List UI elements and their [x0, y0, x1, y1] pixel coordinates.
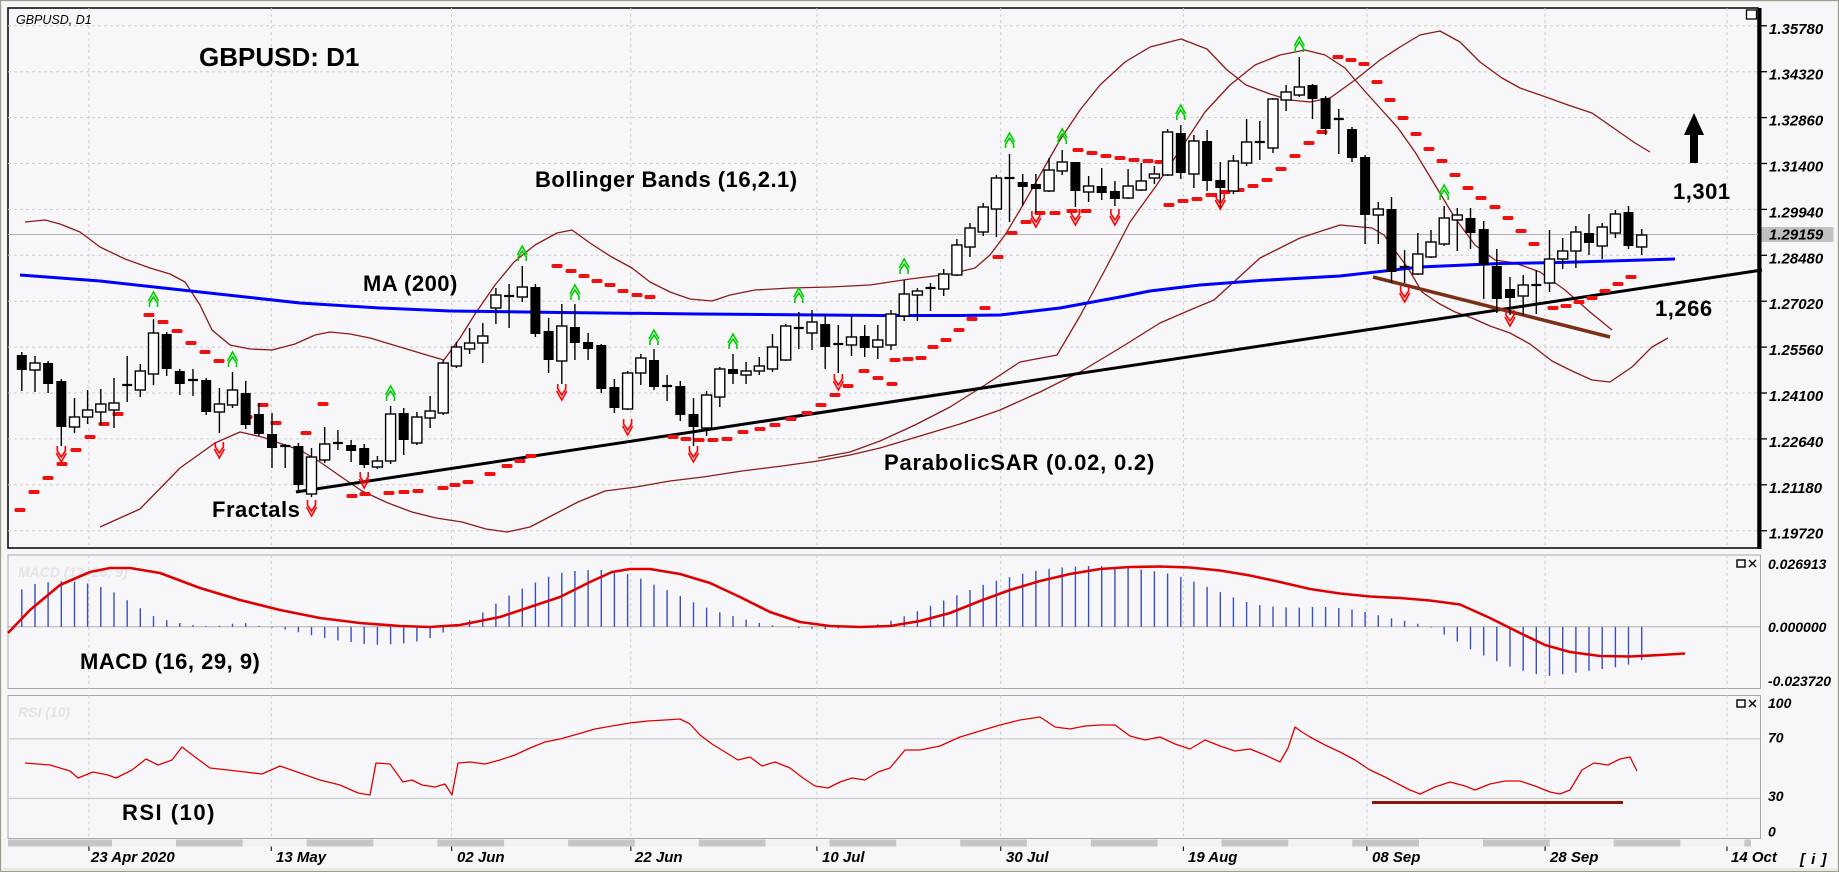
svg-text:23 Apr 2020: 23 Apr 2020 — [90, 849, 175, 866]
svg-text:1.24100: 1.24100 — [1769, 388, 1824, 405]
svg-text:ParabolicSAR (0.02, 0.2): ParabolicSAR (0.02, 0.2) — [884, 450, 1155, 475]
svg-text:1.35780: 1.35780 — [1769, 21, 1824, 38]
svg-text:08 Sep: 08 Sep — [1372, 849, 1420, 866]
svg-text:Fractals: Fractals — [212, 497, 300, 522]
svg-text:1.28480: 1.28480 — [1769, 250, 1824, 267]
svg-text:0.000000: 0.000000 — [1768, 619, 1827, 635]
svg-text:30 Jul: 30 Jul — [1006, 849, 1049, 866]
svg-text:[ i ]: [ i ] — [1799, 851, 1828, 868]
svg-text:0: 0 — [1768, 824, 1776, 840]
svg-text:1,301: 1,301 — [1673, 179, 1731, 204]
svg-text:RSI (10): RSI (10) — [18, 704, 70, 720]
svg-text:1.22640: 1.22640 — [1769, 434, 1824, 451]
svg-text:RSI (10): RSI (10) — [122, 800, 216, 825]
svg-text:1.34320: 1.34320 — [1769, 67, 1824, 84]
svg-text:GBPUSD: D1: GBPUSD: D1 — [199, 42, 359, 72]
svg-text:1.31400: 1.31400 — [1769, 159, 1824, 176]
svg-text:14 Oct: 14 Oct — [1731, 849, 1778, 866]
svg-text:13 May: 13 May — [276, 849, 327, 866]
svg-text:1.25560: 1.25560 — [1769, 342, 1824, 359]
svg-text:1.29159: 1.29159 — [1769, 227, 1824, 244]
svg-text:1.21180: 1.21180 — [1769, 480, 1823, 497]
svg-text:MACD (12, 26, 9): MACD (12, 26, 9) — [18, 564, 128, 580]
svg-text:1.29940: 1.29940 — [1769, 204, 1824, 221]
svg-text:GBPUSD, D1: GBPUSD, D1 — [16, 13, 92, 27]
svg-text:30: 30 — [1768, 788, 1784, 804]
svg-text:22 Jun: 22 Jun — [634, 849, 683, 866]
svg-text:MA (200): MA (200) — [363, 271, 458, 296]
svg-text:MACD (16, 29, 9): MACD (16, 29, 9) — [80, 649, 260, 674]
svg-text:1.19720: 1.19720 — [1769, 526, 1824, 543]
svg-text:1.27020: 1.27020 — [1769, 296, 1824, 313]
svg-text:-0.023720: -0.023720 — [1768, 673, 1831, 689]
svg-text:19 Aug: 19 Aug — [1188, 849, 1237, 866]
svg-text:1.32860: 1.32860 — [1769, 113, 1824, 130]
svg-text:100: 100 — [1768, 695, 1792, 711]
svg-text:1,266: 1,266 — [1655, 296, 1713, 321]
svg-text:28 Sep: 28 Sep — [1549, 849, 1598, 866]
svg-text:Bollinger Bands (16,2.1): Bollinger Bands (16,2.1) — [535, 167, 798, 192]
svg-text:02 Jun: 02 Jun — [457, 849, 505, 866]
svg-text:0.026913: 0.026913 — [1768, 556, 1827, 572]
svg-text:70: 70 — [1768, 730, 1784, 746]
svg-text:10 Jul: 10 Jul — [822, 849, 865, 866]
